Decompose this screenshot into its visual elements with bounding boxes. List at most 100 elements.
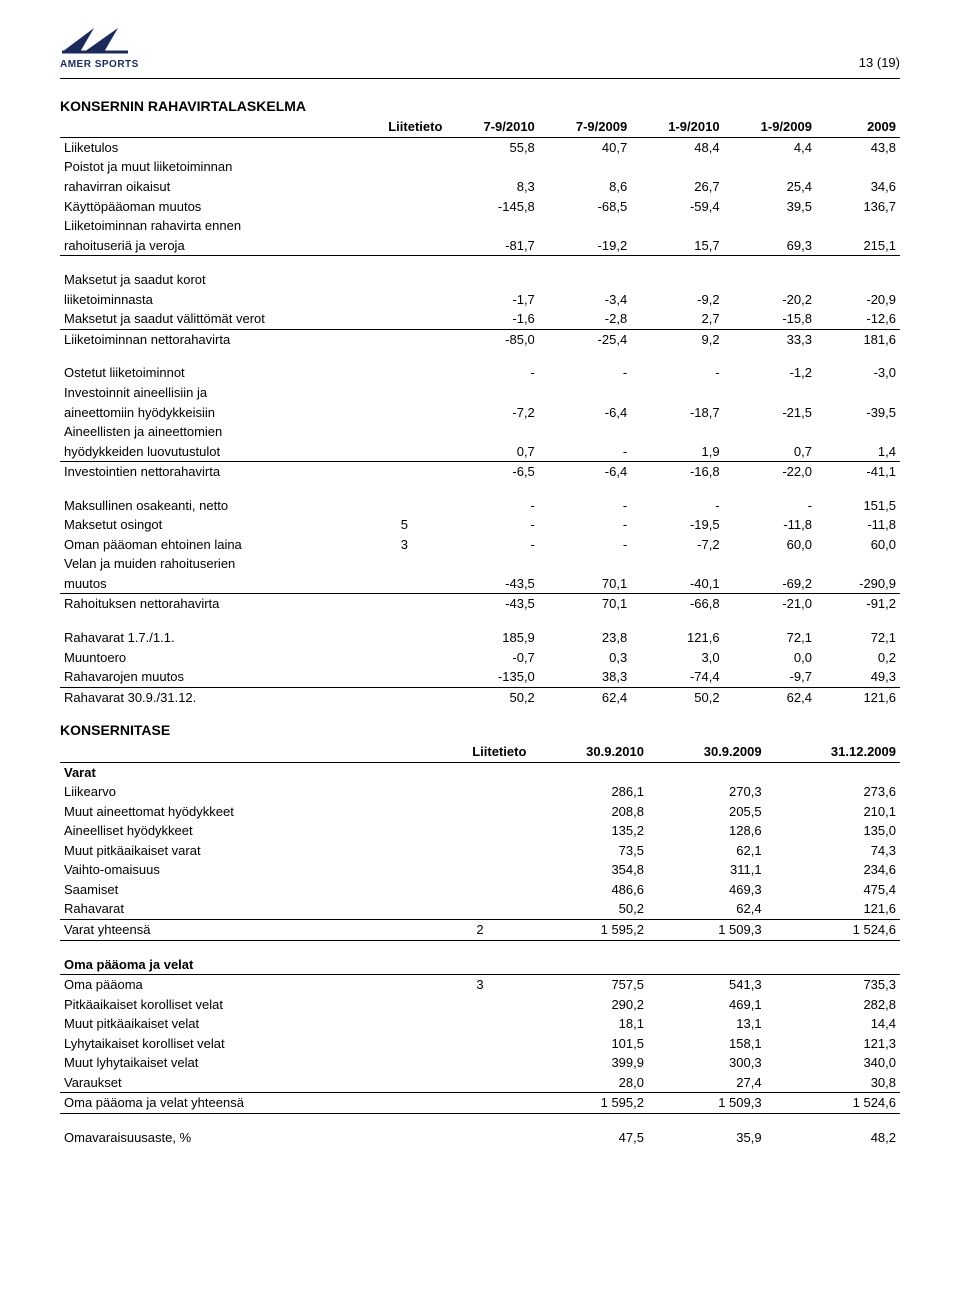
table-row: Liiketulos55,840,748,44,443,8 xyxy=(60,137,900,157)
table-row: Muut pitkäaikaiset varat73,562,174,3 xyxy=(60,841,900,861)
note-ref xyxy=(430,899,531,919)
table-row: Muut lyhytaikaiset velat399,9300,3340,0 xyxy=(60,1053,900,1073)
row-label: Liikearvo xyxy=(60,782,430,802)
table-row: Vaihto-omaisuus354,8311,1234,6 xyxy=(60,860,900,880)
cell-value: 1 509,3 xyxy=(648,1093,766,1114)
cell-value: - xyxy=(446,515,538,535)
cell-value: 34,6 xyxy=(816,177,900,197)
table-row: Rahavarojen muutos-135,038,3-74,4-9,749,… xyxy=(60,667,900,687)
note-ref xyxy=(362,197,446,217)
cell-value: 273,6 xyxy=(766,782,900,802)
cell-value: -21,5 xyxy=(724,403,816,423)
table-row: Maksetut ja saadut välittömät verot-1,6-… xyxy=(60,309,900,329)
cell-value: 48,4 xyxy=(631,137,723,157)
cell-value: 0,0 xyxy=(724,648,816,668)
cell-value: -21,0 xyxy=(724,594,816,614)
cell-value: -6,4 xyxy=(539,403,631,423)
cell-value: 25,4 xyxy=(724,177,816,197)
note-ref xyxy=(430,1053,531,1073)
cell-value: 215,1 xyxy=(816,236,900,256)
column-header: 1-9/2010 xyxy=(631,117,723,137)
cell-value: 40,7 xyxy=(539,137,631,157)
cell-value: -81,7 xyxy=(446,236,538,256)
cell-value: 33,3 xyxy=(724,329,816,349)
cell-value: 73,5 xyxy=(530,841,648,861)
cell-value: - xyxy=(446,363,538,383)
note-ref xyxy=(362,290,446,310)
cell-value: 28,0 xyxy=(530,1073,648,1093)
note-ref xyxy=(430,995,531,1015)
table-row: Rahavarat 30.9./31.12.50,262,450,262,412… xyxy=(60,687,900,707)
cell-value: -74,4 xyxy=(631,667,723,687)
table-row: hyödykkeiden luovutustulot0,7-1,90,71,4 xyxy=(60,442,900,462)
cell-value: 121,3 xyxy=(766,1034,900,1054)
cell-value: 205,5 xyxy=(648,802,766,822)
cell-value: -19,5 xyxy=(631,515,723,535)
row-label: aineettomiin hyödykkeisiin xyxy=(60,403,362,423)
cell-value: 60,0 xyxy=(816,535,900,555)
cell-value: 1 524,6 xyxy=(766,919,900,940)
cell-value: -40,1 xyxy=(631,574,723,594)
cell-value: - xyxy=(446,496,538,516)
cell-value: 1 595,2 xyxy=(530,919,648,940)
cell-value: -59,4 xyxy=(631,197,723,217)
table-row: Investointien nettorahavirta-6,5-6,4-16,… xyxy=(60,462,900,482)
cell-value: 49,3 xyxy=(816,667,900,687)
row-label: Lyhytaikaiset korolliset velat xyxy=(60,1034,430,1054)
note-ref xyxy=(362,177,446,197)
table-row: Liiketoiminnan nettorahavirta-85,0-25,49… xyxy=(60,329,900,349)
cell-value: 1 595,2 xyxy=(530,1093,648,1114)
cell-value: 62,1 xyxy=(648,841,766,861)
note-ref xyxy=(362,363,446,383)
table-row: Lyhytaikaiset korolliset velat101,5158,1… xyxy=(60,1034,900,1054)
cell-value: 135,0 xyxy=(766,821,900,841)
note-ref xyxy=(430,802,531,822)
cell-value: 135,2 xyxy=(530,821,648,841)
cell-value: -16,8 xyxy=(631,462,723,482)
note-ref xyxy=(362,496,446,516)
note-ref xyxy=(362,574,446,594)
note-ref xyxy=(430,1014,531,1034)
cell-value: -85,0 xyxy=(446,329,538,349)
row-label: Oma pääoma ja velat yhteensä xyxy=(60,1093,430,1114)
note-ref xyxy=(430,821,531,841)
row-label: Rahavarat 30.9./31.12. xyxy=(60,687,362,707)
cell-value: 70,1 xyxy=(539,574,631,594)
logo-mark-icon xyxy=(60,24,130,56)
row-label: Varaukset xyxy=(60,1073,430,1093)
row-label: Muuntoero xyxy=(60,648,362,668)
cell-value: 101,5 xyxy=(530,1034,648,1054)
cell-value: 469,1 xyxy=(648,995,766,1015)
note-ref xyxy=(362,137,446,157)
cell-value: -7,2 xyxy=(631,535,723,555)
cell-value: -1,6 xyxy=(446,309,538,329)
table-row: rahoituseriä ja veroja-81,7-19,215,769,3… xyxy=(60,236,900,256)
note-ref xyxy=(430,782,531,802)
row-label: Liiketoiminnan rahavirta ennen xyxy=(60,216,362,236)
row-label: Investointien nettorahavirta xyxy=(60,462,362,482)
table-row: Liiketoiminnan rahavirta ennen xyxy=(60,216,900,236)
column-header: 7-9/2009 xyxy=(539,117,631,137)
cell-value: -6,4 xyxy=(539,462,631,482)
table-row: Saamiset486,6469,3475,4 xyxy=(60,880,900,900)
row-label: Poistot ja muut liiketoiminnan xyxy=(60,157,362,177)
cell-value: -66,8 xyxy=(631,594,723,614)
row-label: Pitkäaikaiset korolliset velat xyxy=(60,995,430,1015)
note-ref xyxy=(430,880,531,900)
note-ref xyxy=(430,841,531,861)
cell-value: -19,2 xyxy=(539,236,631,256)
table-row: Oma pääoma ja velat yhteensä 1 595,21 509… xyxy=(60,1093,900,1114)
cell-value: 0,2 xyxy=(816,648,900,668)
table-row: Velan ja muiden rahoituserien xyxy=(60,554,900,574)
cell-value: 3,0 xyxy=(631,648,723,668)
row-label: Rahavarat 1.7./1.1. xyxy=(60,628,362,648)
row-label: Varat yhteensä xyxy=(60,919,430,940)
equity-heading: Oma pääoma ja velat xyxy=(60,955,900,975)
row-label: rahoituseriä ja veroja xyxy=(60,236,362,256)
note-ref xyxy=(430,1034,531,1054)
note-ref xyxy=(362,687,446,707)
row-label: Oman pääoman ehtoinen laina xyxy=(60,535,362,555)
table-row: Oman pääoman ehtoinen laina3---7,260,060… xyxy=(60,535,900,555)
cell-value: 1 509,3 xyxy=(648,919,766,940)
row-label: Muut aineettomat hyödykkeet xyxy=(60,802,430,822)
